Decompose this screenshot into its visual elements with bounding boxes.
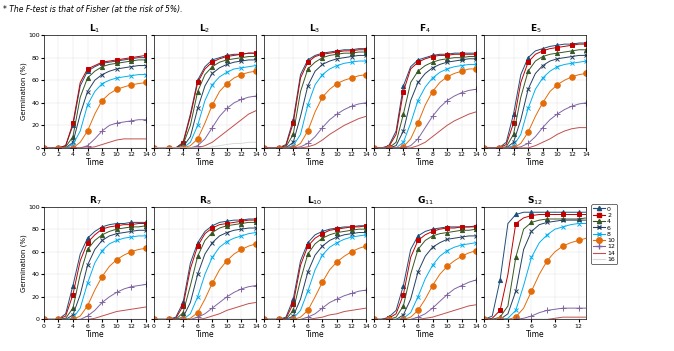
Text: * The F-test is that of Fisher (at the risk of 5%).: * The F-test is that of Fisher (at the r… bbox=[3, 5, 183, 14]
Title: L$_3$: L$_3$ bbox=[309, 22, 321, 35]
Y-axis label: Germination (%): Germination (%) bbox=[20, 62, 27, 120]
X-axis label: Time: Time bbox=[195, 330, 214, 339]
Legend: 0, 2, 4, 6, 8, 10, 12, 14, 16: 0, 2, 4, 6, 8, 10, 12, 14, 16 bbox=[592, 204, 617, 264]
X-axis label: Time: Time bbox=[195, 159, 214, 167]
X-axis label: Time: Time bbox=[306, 159, 324, 167]
Title: F$_4$: F$_4$ bbox=[419, 22, 431, 35]
Title: L$_2$: L$_2$ bbox=[200, 22, 210, 35]
X-axis label: Time: Time bbox=[86, 330, 104, 339]
X-axis label: Time: Time bbox=[416, 159, 435, 167]
Y-axis label: Germination (%): Germination (%) bbox=[20, 234, 27, 292]
Title: R$_7$: R$_7$ bbox=[88, 194, 101, 207]
Title: L$_1$: L$_1$ bbox=[89, 22, 100, 35]
X-axis label: Time: Time bbox=[416, 330, 435, 339]
X-axis label: Time: Time bbox=[526, 330, 545, 339]
X-axis label: Time: Time bbox=[86, 159, 104, 167]
Title: E$_5$: E$_5$ bbox=[530, 22, 541, 35]
Title: S$_{12}$: S$_{12}$ bbox=[527, 194, 543, 207]
X-axis label: Time: Time bbox=[526, 159, 545, 167]
Title: G$_{11}$: G$_{11}$ bbox=[417, 194, 434, 207]
Title: R$_8$: R$_8$ bbox=[199, 194, 211, 207]
X-axis label: Time: Time bbox=[306, 330, 324, 339]
Title: L$_{10}$: L$_{10}$ bbox=[307, 194, 323, 207]
